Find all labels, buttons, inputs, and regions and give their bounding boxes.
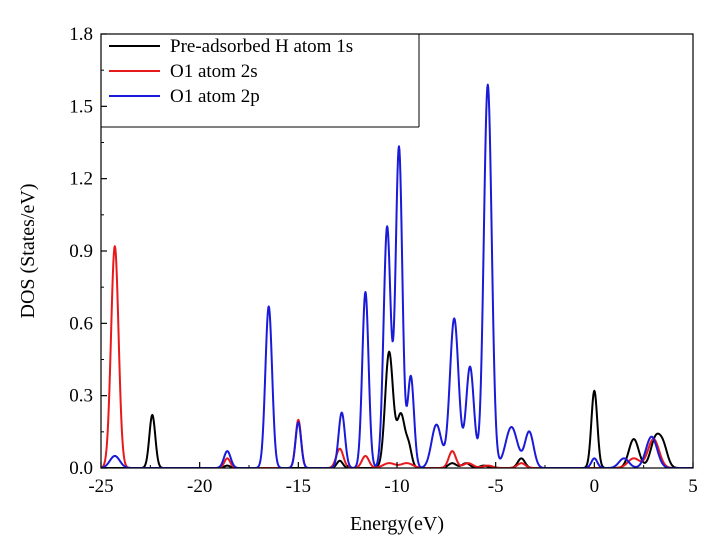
y-axis: 0.0 0.3 0.6 0.9 1.2 1.5 1.8: [69, 24, 107, 479]
legend-label: Pre-adsorbed H atom 1s: [170, 36, 353, 57]
legend-label: O1 atom 2s: [170, 61, 258, 82]
x-axis: -25 -20 -15 -10 -5 0 5: [88, 462, 698, 497]
x-tick-label: -20: [187, 476, 212, 497]
legend: Pre-adsorbed H atom 1s O1 atom 2s O1 atom …: [101, 34, 420, 128]
y-tick-label: 0.3: [69, 386, 93, 407]
series-layer: [101, 83, 693, 468]
x-tick-label: -5: [488, 476, 504, 497]
y-tick-label: 1.2: [69, 169, 93, 190]
series-line-2: [101, 245, 693, 468]
x-axis-title: Energy(eV): [350, 513, 444, 535]
x-tick-label: -15: [286, 476, 311, 497]
y-tick-label: 0.0: [69, 458, 93, 479]
y-tick-label: 0.6: [69, 313, 93, 334]
y-tick-label: 1.5: [69, 96, 93, 117]
legend-label: O1 atom 2p: [170, 86, 260, 107]
y-axis-title: DOS (States/eV): [17, 184, 39, 319]
series-line-3: [101, 83, 693, 468]
x-tick-label: -10: [384, 476, 409, 497]
y-tick-label: 0.9: [69, 241, 93, 262]
x-tick-label: 0: [590, 476, 600, 497]
x-tick-label: -25: [88, 476, 113, 497]
x-tick-label: 5: [688, 476, 698, 497]
y-tick-label: 1.8: [69, 24, 93, 45]
series-line-1: [101, 350, 693, 468]
